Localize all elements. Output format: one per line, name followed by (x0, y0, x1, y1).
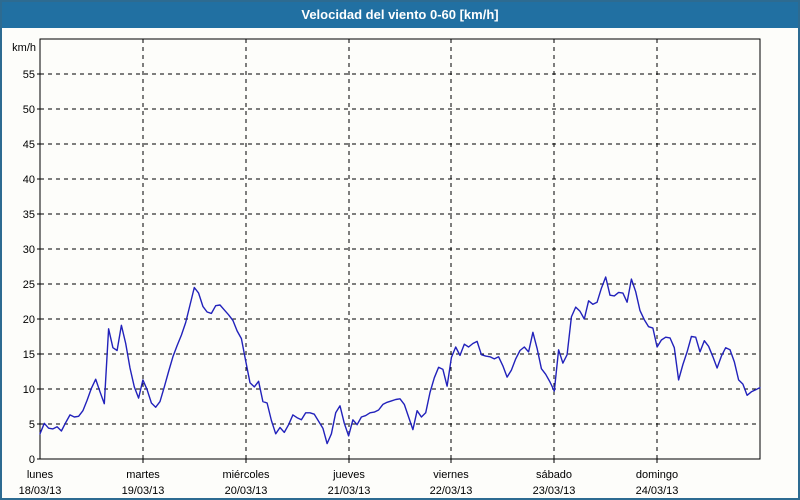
y-axis-label: 55 (23, 69, 35, 81)
wind-speed-line (39, 276, 761, 445)
chart-title-bar: Velocidad del viento 0-60 [km/h] (2, 2, 798, 28)
y-axis-label: 35 (23, 209, 35, 221)
x-axis-date-label: 19/03/13 (122, 485, 165, 497)
plot-border (39, 38, 761, 460)
x-axis-date-label: 21/03/13 (328, 485, 371, 497)
x-axis-day-label: viernes (433, 469, 469, 481)
x-axis-day-label: miércoles (222, 469, 270, 481)
x-axis-date-label: 23/03/13 (533, 485, 576, 497)
x-axis-day-label: lunes (27, 469, 54, 481)
x-axis-day-label: domingo (636, 469, 678, 481)
chart-title: Velocidad del viento 0-60 [km/h] (301, 7, 499, 22)
chart-area: 0 5 10 15 20 25 30 35 40 45 50 55 km/h lunes 18/03/13 m… (2, 28, 798, 498)
y-axis-unit-label: km/h (12, 42, 36, 54)
x-axis-date-label: 24/03/13 (636, 485, 679, 497)
x-axis-date-label: 18/03/13 (19, 485, 62, 497)
y-axis-label: 45 (23, 139, 35, 151)
y-axis-label: 50 (23, 104, 35, 116)
x-axis-date-label: 22/03/13 (430, 485, 473, 497)
x-axis-day-label: martes (126, 469, 160, 481)
y-axis-label: 5 (29, 419, 35, 431)
x-axis-day-label: sábado (536, 469, 572, 481)
y-axis-label: 25 (23, 279, 35, 291)
y-axis-label: 20 (23, 314, 35, 326)
y-axis-label: 40 (23, 174, 35, 186)
y-axis-label: 10 (23, 384, 35, 396)
y-axis-label: 0 (29, 454, 35, 466)
x-axis-day-label: jueves (332, 469, 365, 481)
x-axis-date-label: 20/03/13 (225, 485, 268, 497)
wind-speed-chart: 0 5 10 15 20 25 30 35 40 45 50 55 km/h lunes 18/03/13 m… (12, 38, 761, 497)
y-axis-label: 30 (23, 244, 35, 256)
y-axis-label: 15 (23, 349, 35, 361)
